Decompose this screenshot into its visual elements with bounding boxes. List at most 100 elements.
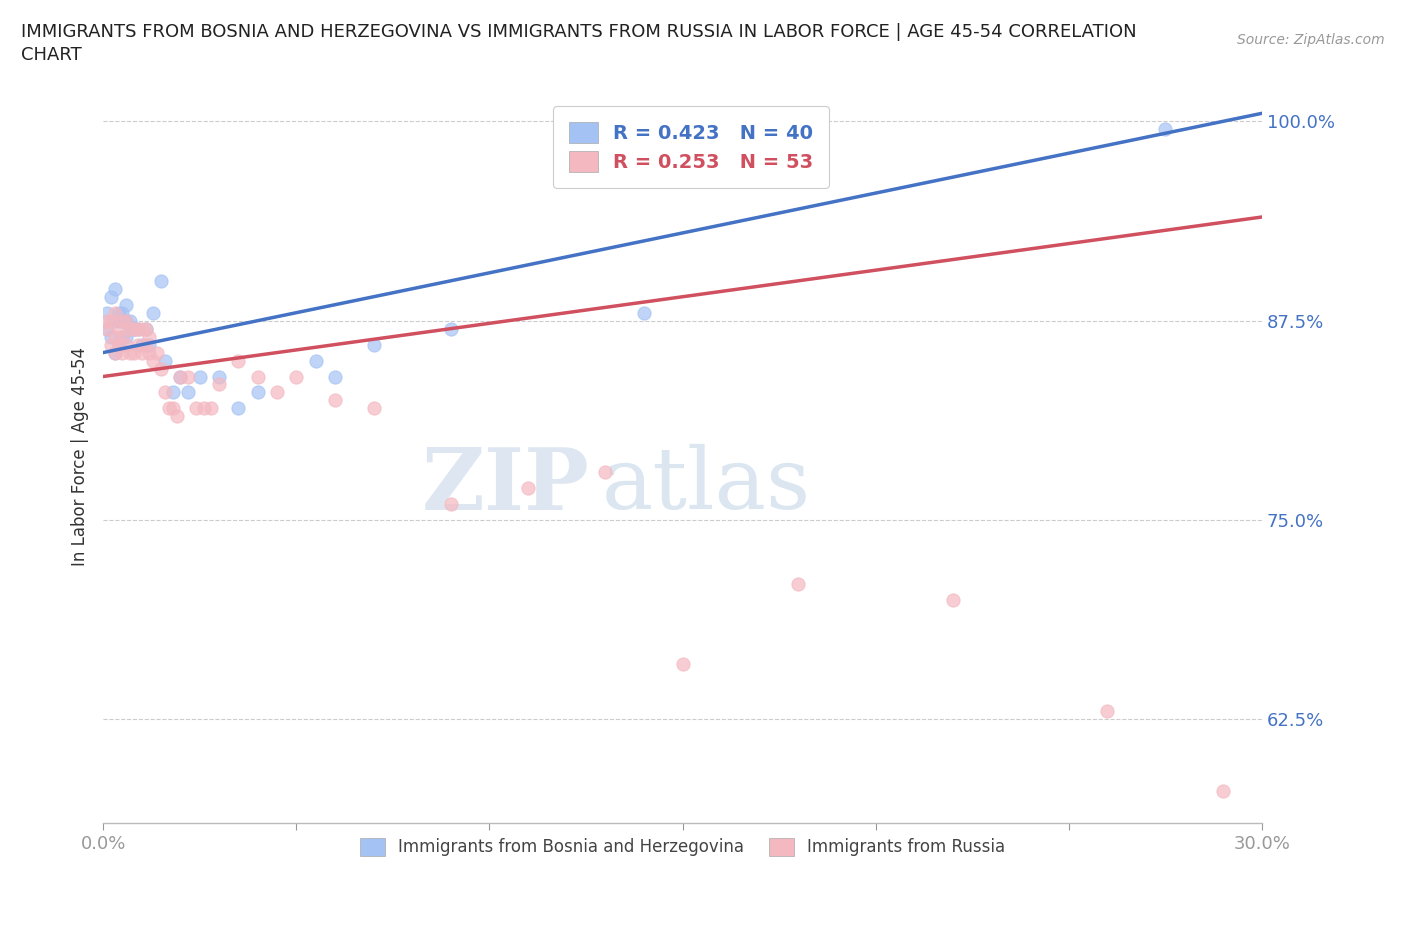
Text: atlas: atlas: [602, 444, 810, 527]
Point: [104, 345, 127, 360]
Point: [100, 289, 122, 304]
Point: [138, 345, 160, 360]
Point: [122, 321, 145, 336]
Point: [184, 401, 207, 416]
Point: [246, 369, 269, 384]
Point: [208, 377, 231, 392]
Point: [169, 369, 191, 384]
Text: IMMIGRANTS FROM BOSNIA AND HERZEGOVINA VS IMMIGRANTS FROM RUSSIA IN LABOR FORCE : IMMIGRANTS FROM BOSNIA AND HERZEGOVINA V…: [21, 23, 1136, 41]
Point: [162, 401, 184, 416]
Point: [193, 401, 215, 416]
Point: [1097, 704, 1119, 719]
Point: [153, 385, 176, 400]
Point: [138, 338, 160, 352]
Point: [135, 321, 157, 336]
Point: [120, 321, 142, 336]
Point: [142, 353, 165, 368]
Point: [111, 345, 134, 360]
Point: [107, 321, 129, 336]
Point: [96, 313, 118, 328]
Point: [138, 329, 160, 344]
Point: [671, 657, 693, 671]
Text: CHART: CHART: [21, 46, 82, 64]
Point: [115, 298, 138, 312]
Point: [942, 592, 965, 607]
Point: [135, 338, 157, 352]
Point: [153, 353, 176, 368]
Point: [104, 329, 127, 344]
Point: [115, 313, 138, 328]
Point: [120, 345, 142, 360]
Point: [323, 369, 346, 384]
Point: [440, 497, 463, 512]
Point: [304, 353, 326, 368]
Point: [120, 321, 142, 336]
Point: [142, 305, 165, 320]
Point: [100, 313, 122, 328]
Point: [111, 313, 134, 328]
Point: [107, 338, 129, 352]
Point: [363, 338, 385, 352]
Y-axis label: In Labor Force | Age 45-54: In Labor Force | Age 45-54: [72, 347, 89, 565]
Point: [150, 273, 173, 288]
Point: [228, 353, 250, 368]
Point: [228, 401, 250, 416]
Point: [127, 321, 149, 336]
Point: [96, 321, 118, 336]
Point: [107, 313, 129, 328]
Point: [200, 401, 222, 416]
Point: [517, 481, 540, 496]
Point: [127, 338, 149, 352]
Point: [169, 369, 191, 384]
Point: [100, 329, 122, 344]
Point: [440, 321, 463, 336]
Point: [266, 385, 288, 400]
Point: [131, 345, 153, 360]
Point: [787, 577, 810, 591]
Point: [120, 313, 142, 328]
Point: [111, 329, 134, 344]
Point: [285, 369, 308, 384]
Point: [104, 282, 127, 297]
Point: [115, 329, 138, 344]
Point: [1212, 784, 1234, 799]
Point: [177, 369, 200, 384]
Point: [122, 321, 145, 336]
Point: [150, 361, 173, 376]
Point: [107, 338, 129, 352]
Point: [104, 345, 127, 360]
Point: [593, 465, 616, 480]
Point: [135, 321, 157, 336]
Point: [131, 338, 153, 352]
Point: [122, 345, 145, 360]
Point: [96, 305, 118, 320]
Point: [131, 321, 153, 336]
Point: [111, 313, 134, 328]
Point: [246, 385, 269, 400]
Point: [111, 305, 134, 320]
Point: [162, 385, 184, 400]
Point: [115, 338, 138, 352]
Point: [1154, 122, 1177, 137]
Point: [157, 401, 180, 416]
Point: [115, 313, 138, 328]
Point: [323, 393, 346, 408]
Point: [146, 345, 169, 360]
Point: [188, 369, 211, 384]
Text: ZIP: ZIP: [422, 444, 589, 527]
Text: Source: ZipAtlas.com: Source: ZipAtlas.com: [1237, 33, 1385, 46]
Point: [111, 329, 134, 344]
Point: [104, 313, 127, 328]
Point: [122, 321, 145, 336]
Point: [107, 305, 129, 320]
Point: [363, 401, 385, 416]
Point: [208, 369, 231, 384]
Point: [100, 338, 122, 352]
Point: [166, 409, 188, 424]
Point: [104, 305, 127, 320]
Legend: Immigrants from Bosnia and Herzegovina, Immigrants from Russia: Immigrants from Bosnia and Herzegovina, …: [346, 825, 1019, 870]
Point: [633, 305, 655, 320]
Point: [127, 321, 149, 336]
Point: [177, 385, 200, 400]
Point: [96, 321, 118, 336]
